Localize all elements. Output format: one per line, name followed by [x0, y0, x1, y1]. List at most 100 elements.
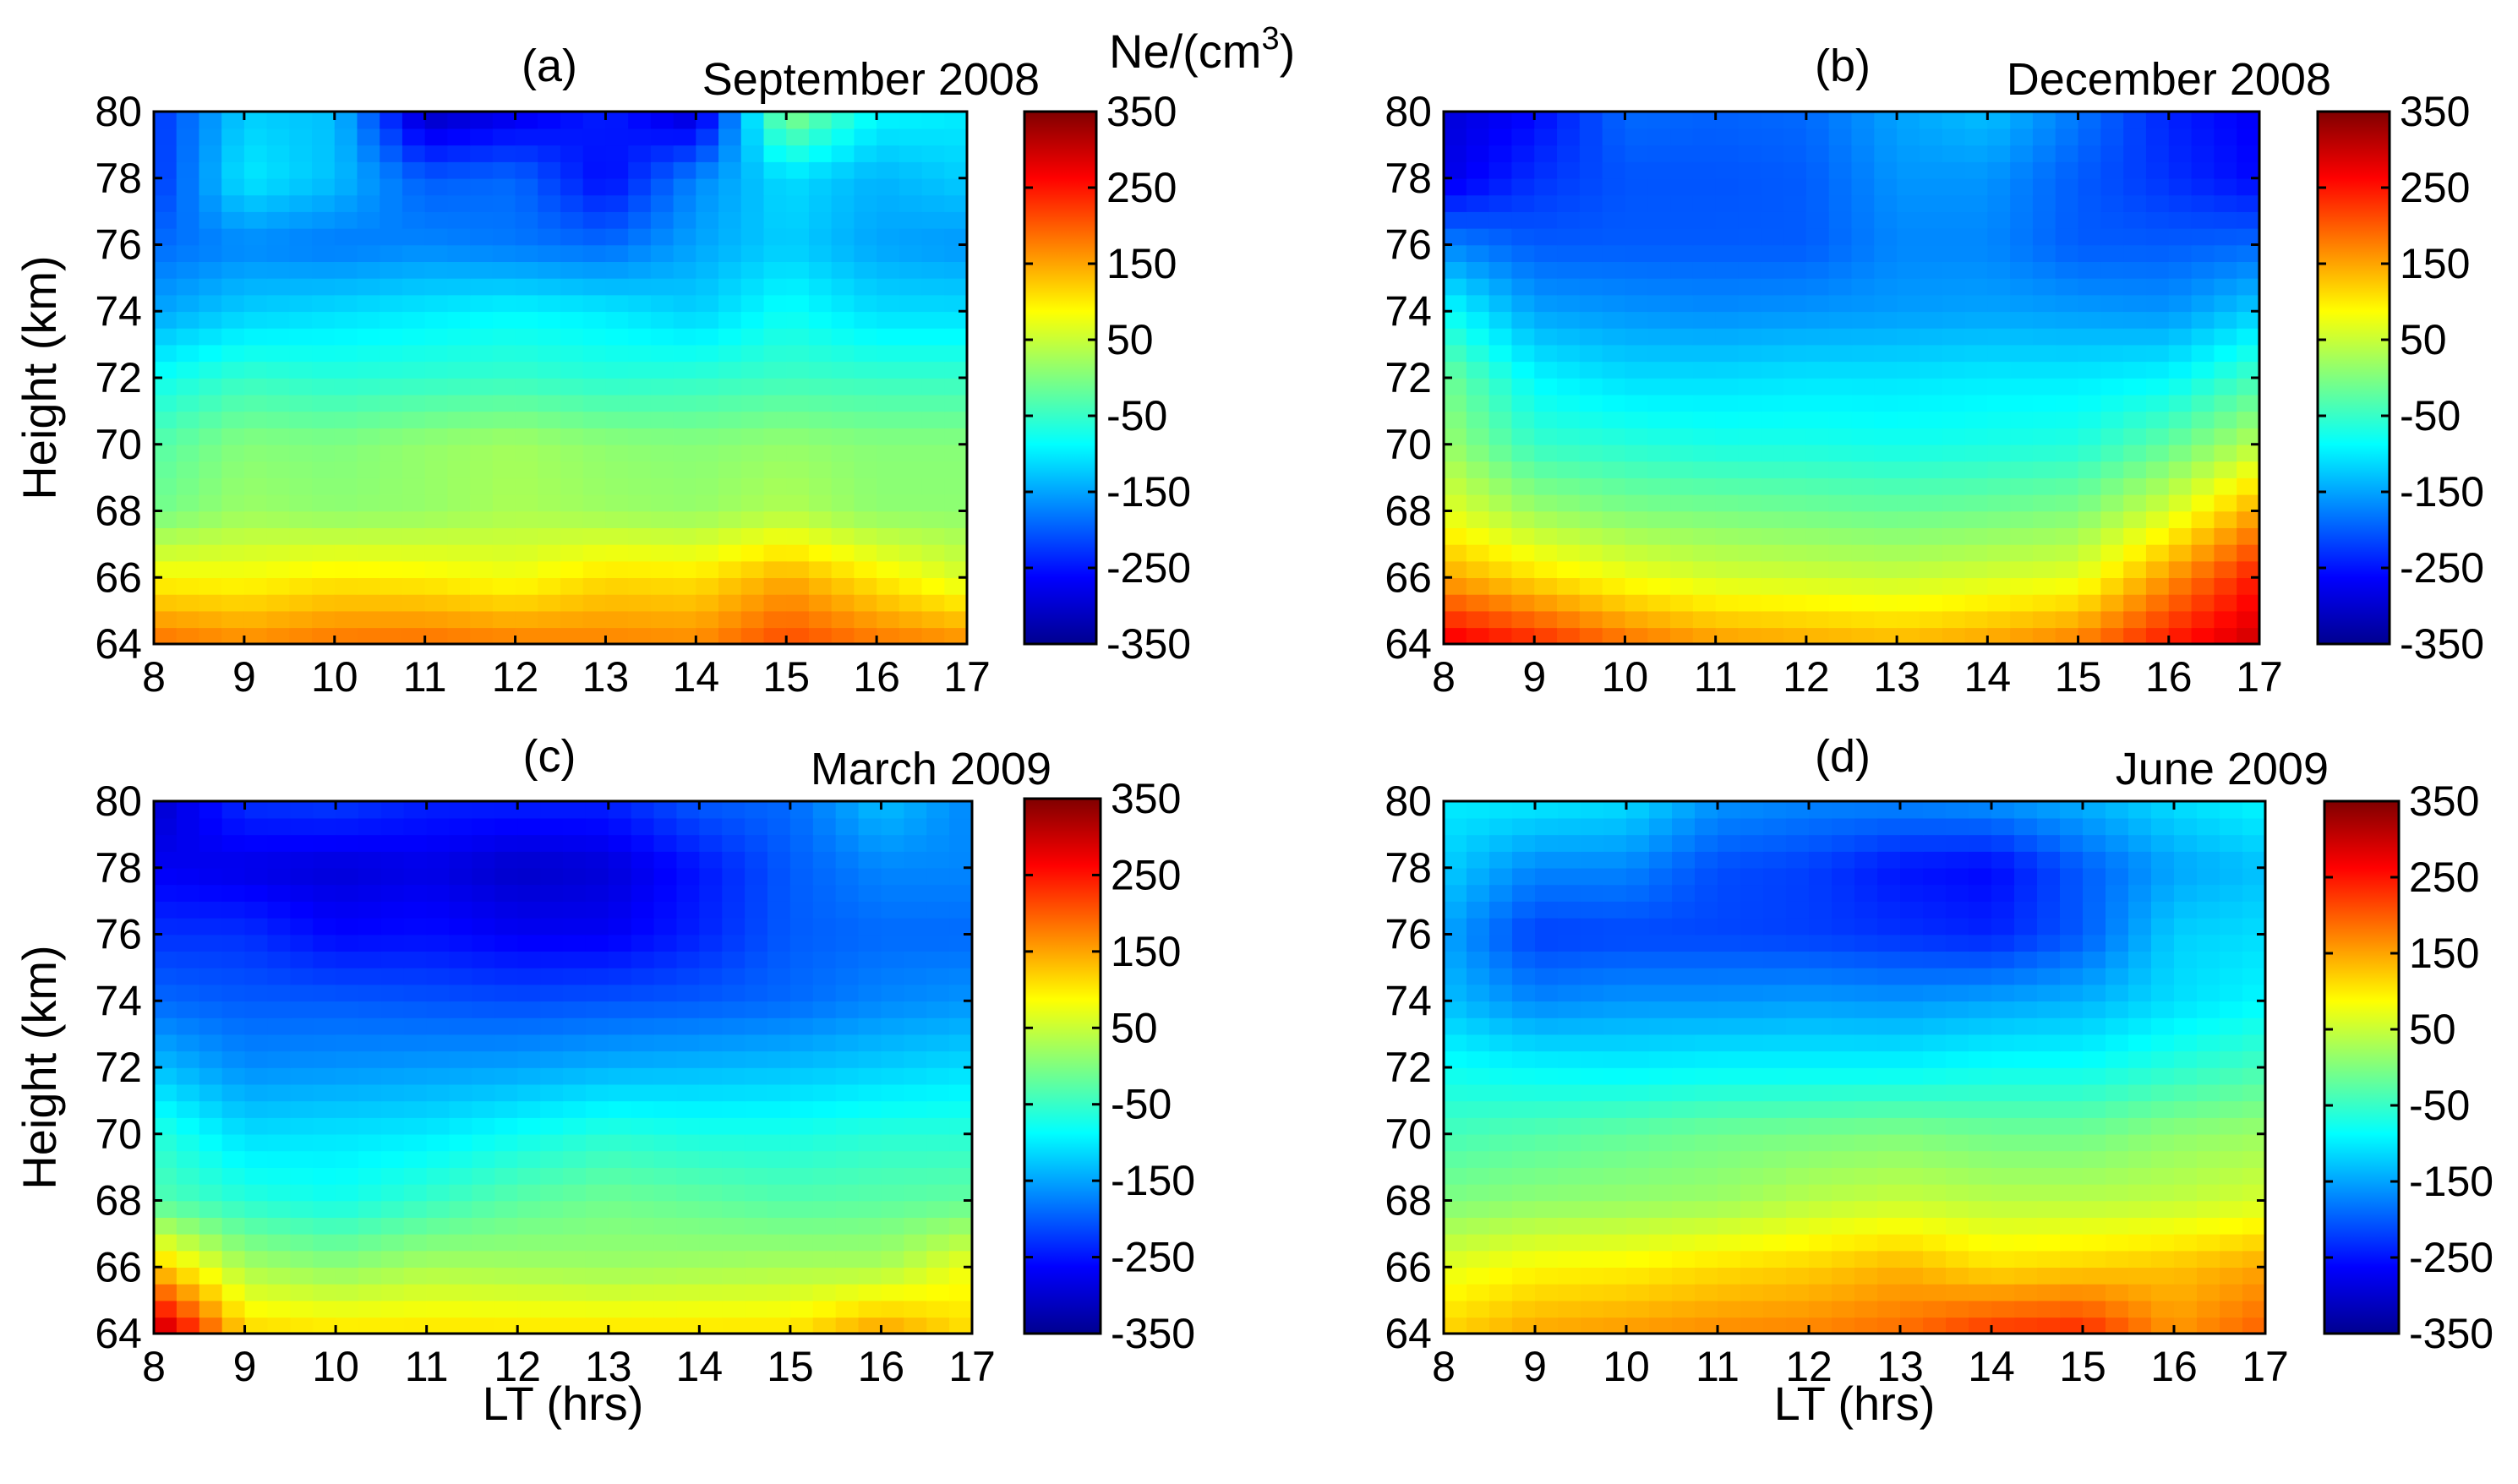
heatmap-cell [944, 444, 968, 462]
heatmap-cell [812, 1317, 837, 1334]
heatmap-cell [357, 510, 381, 528]
heatmap-cell [1761, 227, 1784, 246]
heatmap-cell [357, 161, 381, 179]
heatmap-cell [1854, 851, 1878, 869]
heatmap-cell [1828, 593, 1853, 612]
heatmap-cell [2060, 867, 2084, 886]
heatmap-cell [949, 1267, 973, 1285]
heatmap-cell [1511, 244, 1536, 262]
heatmap-cell [949, 1167, 973, 1185]
heatmap-cell [745, 1034, 768, 1052]
heatmap-cell [628, 627, 652, 645]
heatmap-cell [2220, 1183, 2243, 1202]
heatmap-cell [1942, 177, 1966, 196]
heatmap-cell [926, 1167, 950, 1185]
heatmap-cell [2151, 1233, 2175, 1252]
heatmap-cell [424, 194, 449, 212]
heatmap-cell [812, 901, 837, 919]
heatmap-cell [401, 543, 426, 562]
heatmap-cell [1511, 194, 1536, 212]
heatmap-cell [492, 444, 516, 462]
heatmap-cell [560, 327, 584, 346]
heatmap-cell [1557, 311, 1581, 329]
heatmap-cell [517, 1200, 541, 1218]
heatmap-cell [1900, 1083, 1924, 1102]
heatmap-cell [401, 344, 426, 363]
heatmap-cell [426, 1001, 451, 1018]
heatmap-cell [944, 510, 968, 528]
heatmap-cell [1987, 593, 2011, 612]
heatmap-cell [357, 227, 381, 246]
heatmap-cell [944, 593, 968, 612]
heatmap-cell [1783, 378, 1807, 396]
heatmap-cell [1877, 917, 1901, 936]
heatmap-cell [1649, 1283, 1673, 1301]
heatmap-cell [334, 610, 358, 629]
heatmap-cell [540, 1083, 564, 1102]
heatmap-cell [1466, 311, 1490, 329]
heatmap-cell [1603, 1050, 1627, 1068]
heatmap-cell [831, 244, 855, 262]
heatmap-cell [2014, 1050, 2038, 1068]
heatmap-cell [745, 801, 768, 819]
heatmap-cell [854, 211, 877, 229]
heatmap-cell [336, 1017, 359, 1035]
heatmap-cell [904, 901, 928, 919]
x-tick-label: 14 [673, 653, 720, 701]
heatmap-cell [718, 294, 742, 313]
heatmap-cell [1581, 1283, 1604, 1301]
heatmap-cell [563, 834, 587, 852]
heatmap-cell [812, 1017, 837, 1035]
heatmap-cell [631, 934, 655, 952]
heatmap-cell [835, 1167, 860, 1185]
heatmap-cell [1444, 510, 1467, 528]
heatmap-cell [2174, 1117, 2198, 1135]
y-tick-label: 66 [1385, 554, 1432, 601]
heatmap-cell [722, 817, 746, 836]
heatmap-cell [267, 967, 292, 985]
heatmap-cell [424, 494, 449, 512]
heatmap-cell [858, 1034, 882, 1052]
heatmap-cell [1991, 1150, 2015, 1168]
heatmap-cell [1738, 145, 1762, 162]
heatmap-cell [1558, 1100, 1581, 1118]
heatmap-cell [2037, 1217, 2061, 1235]
heatmap-cell [357, 627, 381, 645]
heatmap-cell [1763, 1283, 1787, 1301]
x-tick-label: 8 [1432, 653, 1456, 701]
heatmap-cell [1991, 801, 2015, 819]
heatmap-cell [1923, 901, 1947, 919]
heatmap-cell [2237, 145, 2260, 162]
heatmap-cell [1942, 194, 1966, 212]
heatmap-cell [563, 934, 587, 952]
heatmap-cell [1466, 361, 1490, 379]
heatmap-cell [2242, 817, 2266, 836]
heatmap-cell [2214, 194, 2237, 212]
heatmap-cell [699, 917, 724, 936]
heatmap-cell [2078, 261, 2102, 279]
heatmap-cell [763, 378, 788, 396]
heatmap-cell [1987, 361, 2011, 379]
heatmap-cell [605, 411, 629, 428]
heatmap-cell [1946, 1167, 1969, 1185]
heatmap-cell [673, 610, 697, 629]
heatmap-cell [2197, 1233, 2220, 1252]
heatmap-cell [676, 1267, 701, 1285]
heatmap-cell [2123, 112, 2147, 129]
heatmap-cell [380, 1167, 405, 1185]
heatmap-cell [494, 1233, 519, 1252]
heatmap-cell [494, 1017, 519, 1035]
heatmap-cell [1444, 1217, 1467, 1235]
heatmap-cell [926, 951, 950, 968]
heatmap-cell [1828, 311, 1853, 329]
heatmap-cell [2168, 444, 2193, 462]
heatmap-cell [605, 610, 629, 629]
heatmap-cell [2010, 277, 2034, 296]
heatmap-cell [763, 627, 788, 645]
heatmap-cell [854, 428, 877, 445]
heatmap-cell [1919, 477, 1943, 495]
heatmap-cell [1897, 128, 1920, 146]
x-tick-label: 11 [1694, 653, 1738, 701]
heatmap-cell [812, 934, 837, 952]
